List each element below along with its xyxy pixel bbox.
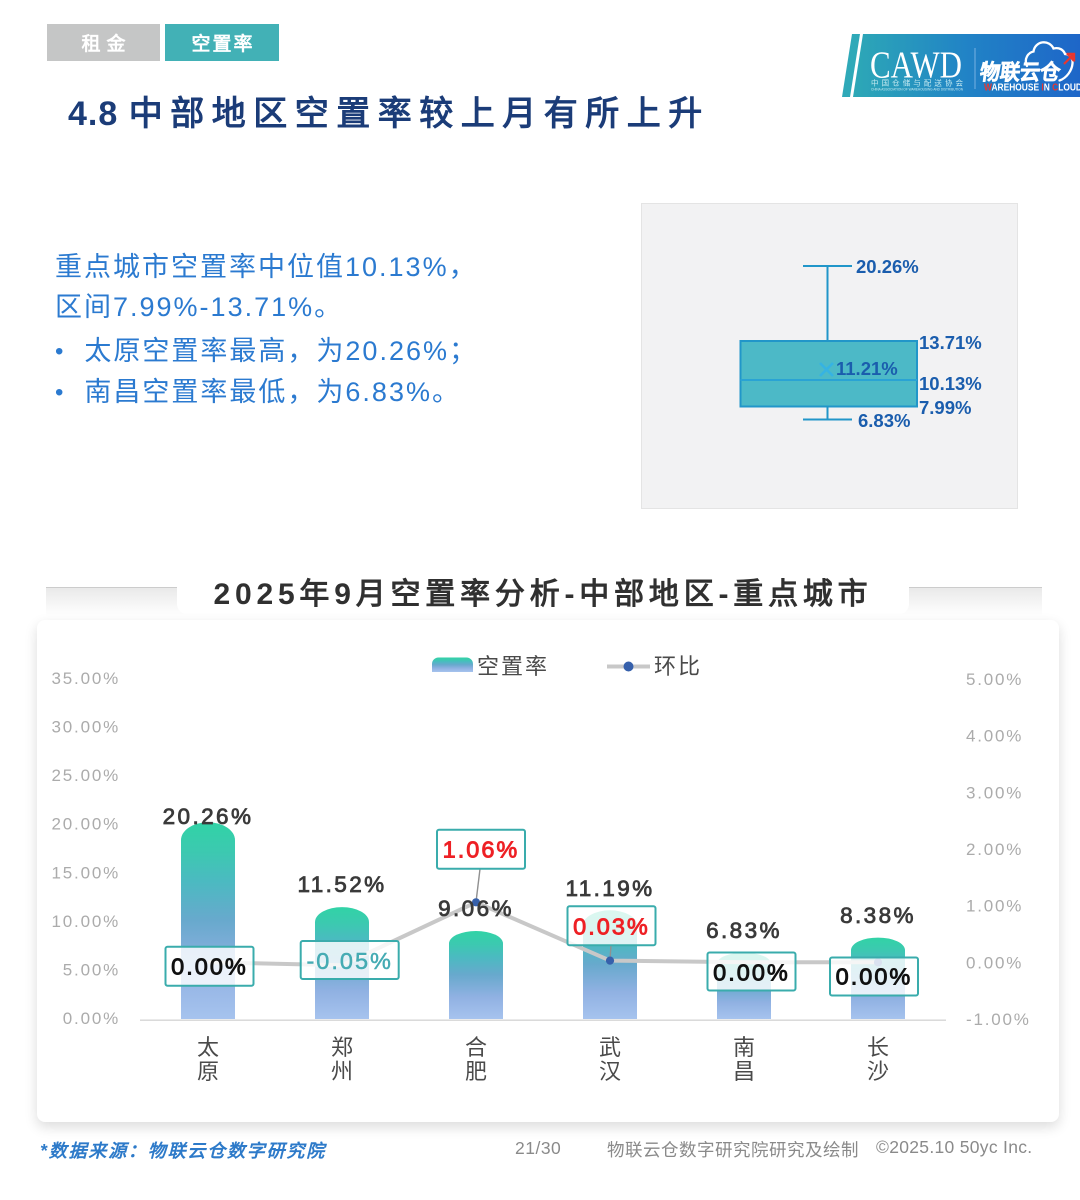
svg-text:7.99%: 7.99% [919,397,971,418]
svg-text:5.00%: 5.00% [966,670,1023,689]
svg-text:环比: 环比 [654,654,702,679]
svg-text:20.26%: 20.26% [163,804,254,829]
svg-text:CHINA ASSOCIATION OF WAREHOUSI: CHINA ASSOCIATION OF WAREHOUSING AND DIS… [871,88,963,92]
svg-text:郑: 郑 [331,1035,353,1060]
svg-text:0.00%: 0.00% [836,964,913,990]
svg-text:10.00%: 10.00% [52,912,120,931]
svg-text:原: 原 [197,1059,219,1084]
svg-text:肥: 肥 [465,1059,487,1084]
svg-text:-0.05%: -0.05% [306,948,392,974]
svg-text:5.00%: 5.00% [63,960,120,979]
svg-text:CAWD: CAWD [870,45,962,87]
svg-text:0.03%: 0.03% [573,913,650,939]
svg-text:6.83%: 6.83% [858,410,910,431]
svg-text:昌: 昌 [733,1059,755,1084]
svg-text:武: 武 [599,1035,621,1060]
svg-text:20.00%: 20.00% [52,815,120,834]
svg-text:2.00%: 2.00% [966,840,1023,859]
svg-text:沙: 沙 [867,1059,889,1084]
svg-text:8.38%: 8.38% [840,903,916,928]
svg-text:州: 州 [331,1059,353,1084]
svg-text:合: 合 [465,1035,487,1060]
svg-text:0.00%: 0.00% [966,953,1023,972]
svg-text:30.00%: 30.00% [52,718,120,737]
svg-text:6.83%: 6.83% [706,918,782,943]
svg-text:-1.00%: -1.00% [966,1010,1031,1029]
svg-text:10.13%: 10.13% [919,373,982,394]
svg-text:长: 长 [867,1035,889,1060]
svg-text:太: 太 [197,1035,219,1060]
svg-text:13.71%: 13.71% [919,332,982,353]
svg-text:0.00%: 0.00% [713,960,790,986]
svg-text:1.00%: 1.00% [966,897,1023,916]
svg-text:11.21%: 11.21% [836,358,898,379]
svg-text:11.52%: 11.52% [297,872,386,897]
svg-text:汉: 汉 [599,1059,621,1084]
svg-text:中国仓储与配送协会: 中国仓储与配送协会 [871,78,964,88]
svg-text:4.00%: 4.00% [966,727,1023,746]
svg-text:3.00%: 3.00% [966,783,1023,802]
svg-text:0.00%: 0.00% [171,954,248,980]
svg-text:1.06%: 1.06% [443,837,520,863]
svg-text:0.00%: 0.00% [63,1009,120,1028]
svg-text:15.00%: 15.00% [52,863,120,882]
svg-text:35.00%: 35.00% [52,669,120,688]
svg-text:25.00%: 25.00% [52,766,120,785]
svg-text:9.06%: 9.06% [438,896,514,921]
svg-text:WAREHOUSE IN CLOUD: WAREHOUSE IN CLOUD [984,82,1080,94]
svg-text:20.26%: 20.26% [856,256,919,277]
svg-text:物联云仓: 物联云仓 [979,60,1062,85]
svg-text:空置率: 空置率 [477,654,549,679]
svg-text:11.19%: 11.19% [565,876,654,901]
svg-text:南: 南 [733,1035,755,1060]
